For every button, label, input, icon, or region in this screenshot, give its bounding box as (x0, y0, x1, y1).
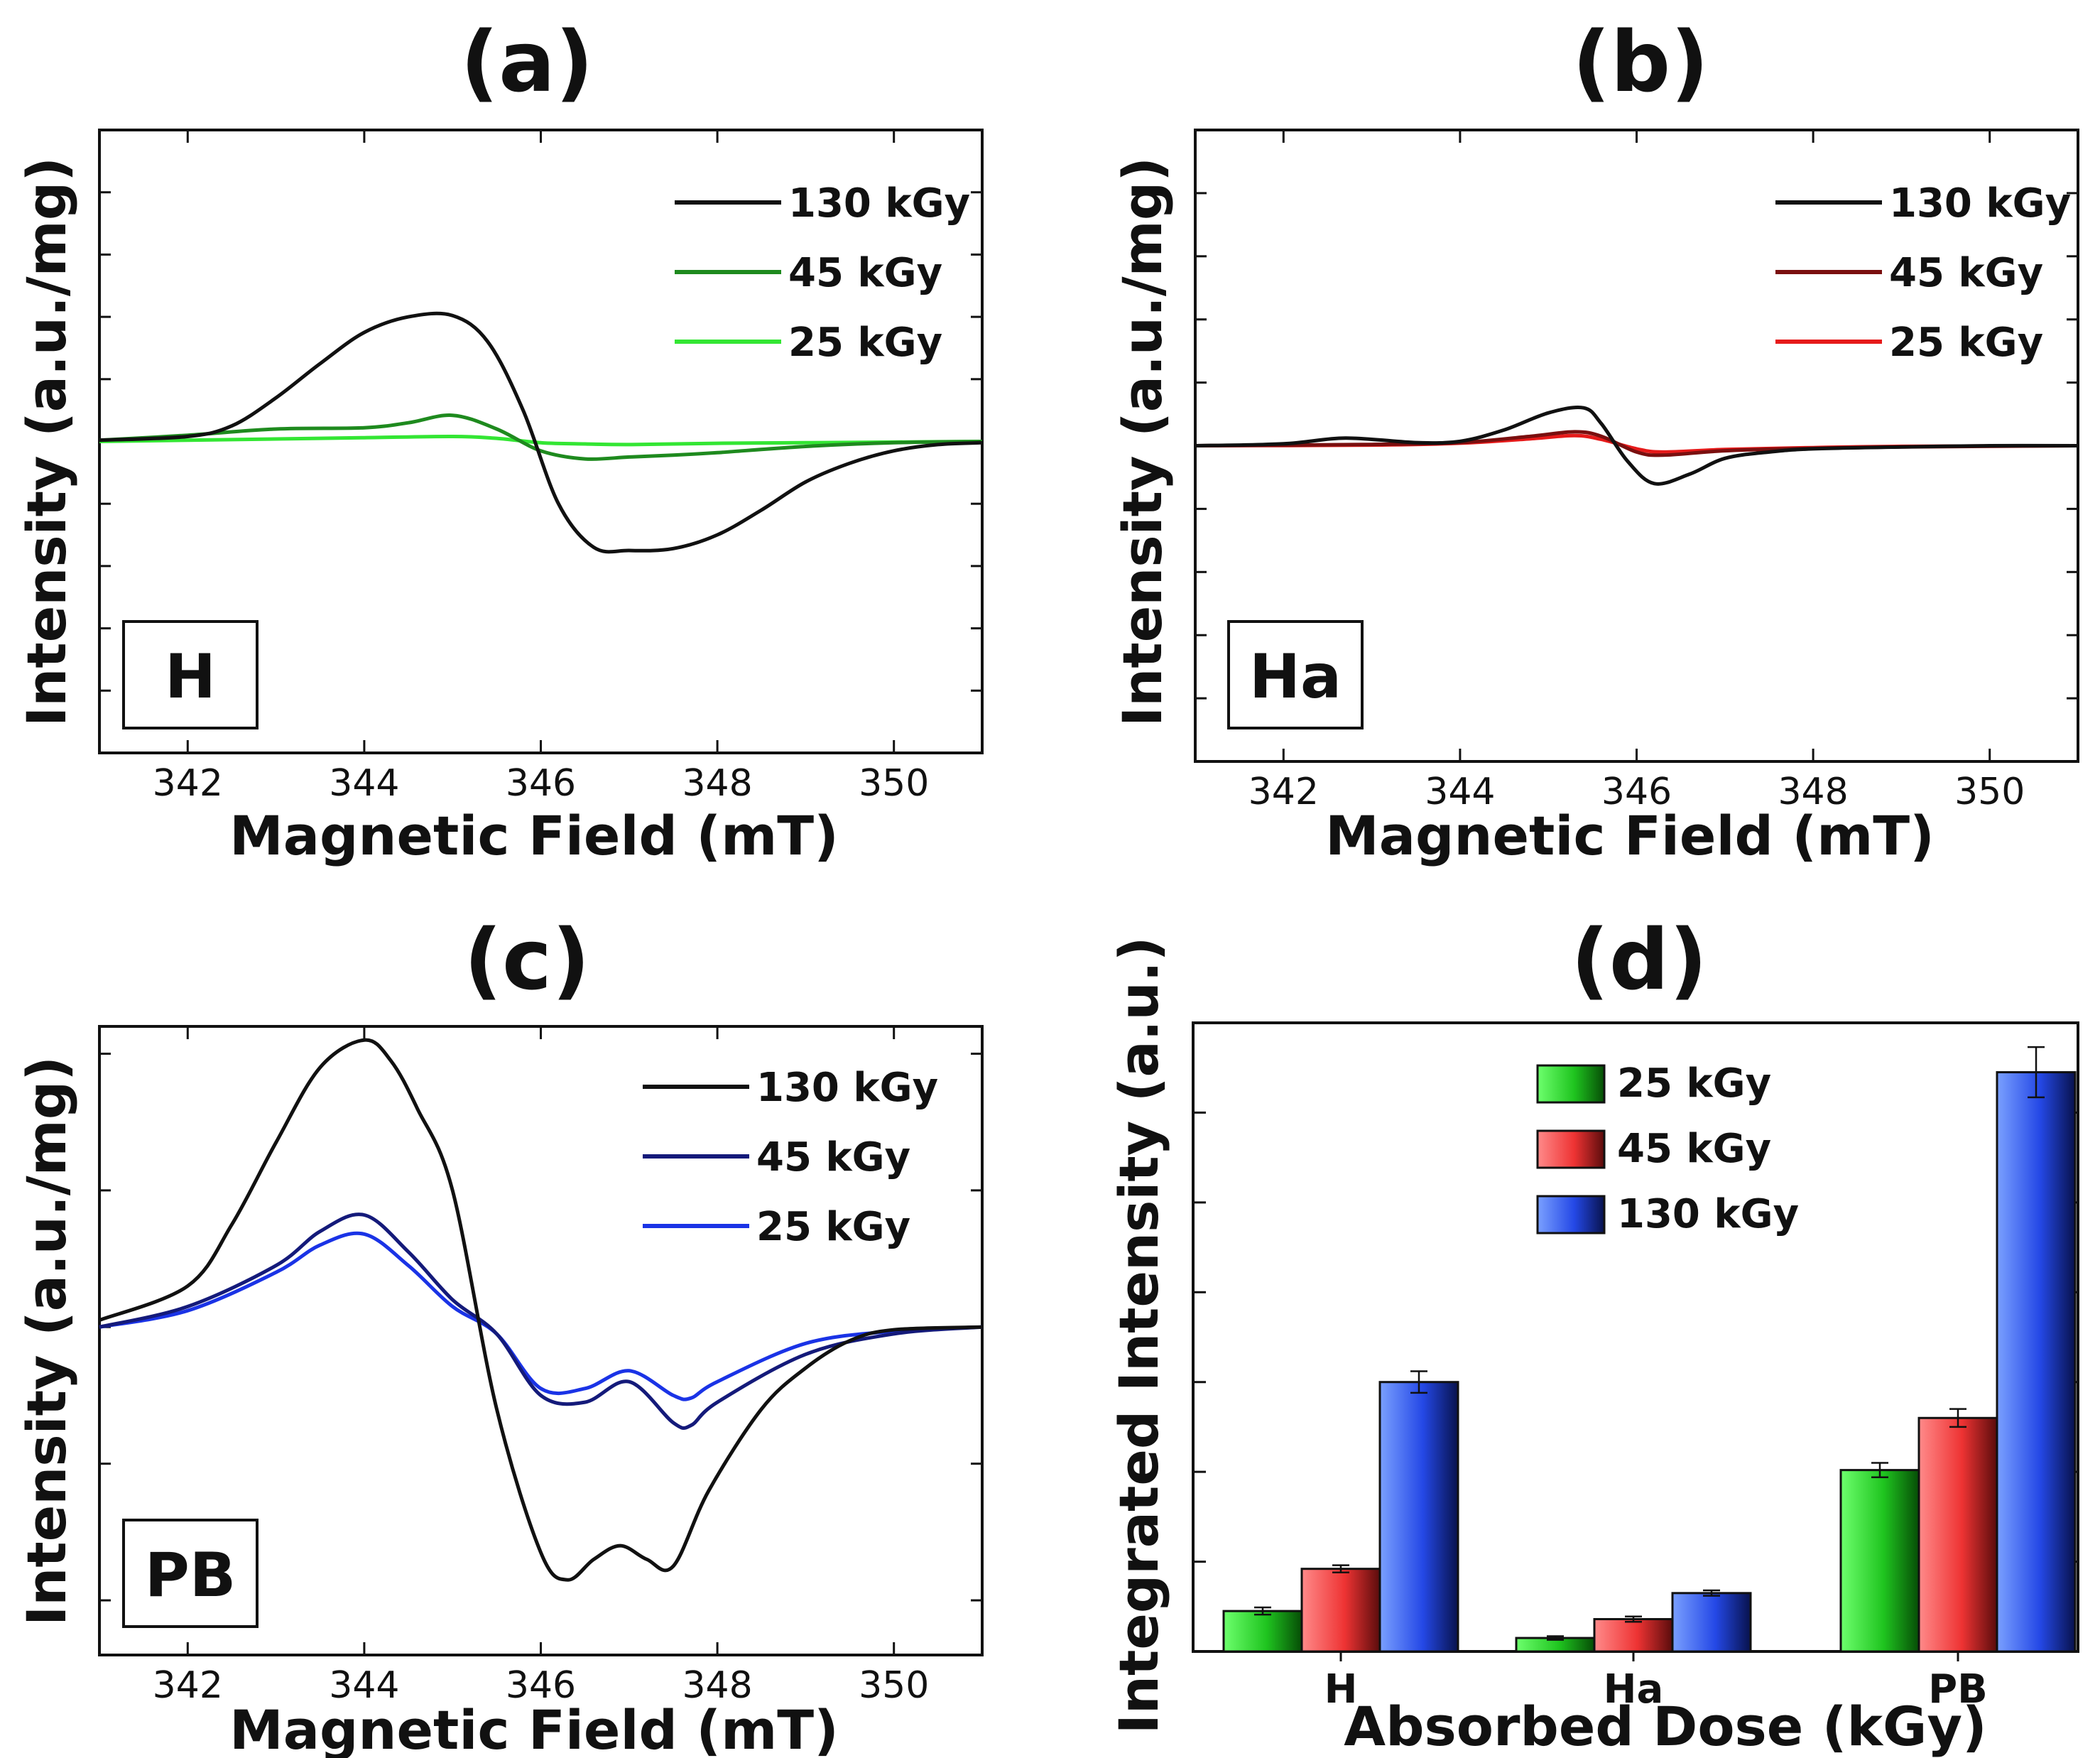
panel-d-legend-swatch-130-kgy (1536, 1195, 1606, 1235)
panel-c-line-25-kgy (99, 1231, 983, 1401)
panel-b-x-tick-label: 348 (1778, 771, 1848, 813)
panel-d-letter: (d) (1571, 911, 1707, 1009)
panel-d-bar-pb-130-kgy (1996, 1071, 2077, 1653)
panel-a-x-tick-label: 348 (682, 762, 752, 805)
panel-c-legend: 130 kGy 45 kGy 25 kGy (643, 1065, 938, 1250)
panel-a-lines (99, 311, 983, 554)
panel-b-line-45-kgy (1195, 430, 2079, 457)
panel-c-x-tick-label: 350 (859, 1664, 929, 1707)
panel-d-category-labels: H Ha PB (1324, 1651, 1988, 1713)
panel-b-lines (1195, 405, 2079, 486)
panel-a-line-25-kgy (99, 434, 983, 447)
panel-a-y-ticks (99, 191, 982, 692)
panel-d-bars (1222, 1046, 2077, 1653)
panel-a-legend-label-25-kgy: 25 kGy (788, 320, 942, 366)
panel-d-legend-swatch-25-kgy (1536, 1064, 1606, 1104)
panel-a-x-tick-label: 346 (506, 762, 576, 805)
panel-a-x-tick-label: 350 (859, 762, 929, 805)
panel-b-legend-label-130-kgy: 130 kGy (1889, 180, 2071, 227)
panel-a-line-130-kgy (99, 311, 983, 554)
panel-d-legend-label-25-kgy: 25 kGy (1617, 1060, 1771, 1107)
panel-c-x-tick-label: 346 (506, 1664, 576, 1707)
panel-c-x-tick-label: 344 (329, 1664, 399, 1707)
panel-c-letter: (c) (464, 911, 590, 1009)
panel-a-letter: (a) (460, 13, 594, 111)
panel-a-x-axis-title: Magnetic Field (mT) (229, 804, 839, 867)
panel-a-x-ticks: 342 344 346 348 350 (153, 130, 929, 805)
panel-b-legend-label-25-kgy: 25 kGy (1889, 320, 2043, 366)
panel-a-legend-label-130-kgy: 130 kGy (788, 180, 970, 227)
panel-a-legend: 130 kGy 45 kGy 25 kGy (675, 180, 970, 366)
panel-c-x-axis-title: Magnetic Field (mT) (229, 1698, 839, 1758)
panel-d-y-axis-title: Integrated Intensity (a.u.) (1107, 937, 1170, 1735)
panel-d-bar-pb-25-kgy (1839, 1469, 1920, 1653)
panel-d-bar-pb-45-kgy (1917, 1416, 1998, 1653)
panel-b-x-tick-label: 350 (1954, 771, 2025, 813)
panel-d-bar-h-25-kgy (1222, 1610, 1303, 1653)
panel-b-sample-box (1227, 620, 1364, 729)
panel-c-lines (99, 1038, 983, 1582)
panel-c-sample-box (122, 1519, 259, 1628)
panel-c-x-ticks: 342 344 346 348 350 (153, 1026, 929, 1707)
panel-b-x-ticks: 342 344 346 348 350 (1248, 130, 2025, 813)
panel-d-legend-label-130-kgy: 130 kGy (1617, 1191, 1799, 1237)
panel-d: (d) H Ha PB 25 kGy 45 kGy 130 kGy Absorbed D… (1107, 911, 2079, 1758)
panel-c-line-130-kgy (99, 1038, 983, 1582)
panel-c-legend-label-25-kgy: 25 kGy (756, 1204, 910, 1250)
panel-a-sample-box (122, 620, 259, 729)
panel-b-line-130-kgy (1195, 405, 2079, 486)
panel-c-line-45-kgy (99, 1212, 983, 1431)
panel-d-category-label-pb: PB (1928, 1666, 1988, 1713)
panel-d-bar-h-130-kgy (1378, 1381, 1459, 1653)
panel-d-bar-h-45-kgy (1300, 1568, 1381, 1653)
panel-a-legend-label-45-kgy: 45 kGy (788, 250, 942, 296)
panel-b-legend-label-45-kgy: 45 kGy (1889, 250, 2043, 296)
panel-d-bar-ha-130-kgy (1671, 1592, 1752, 1653)
panel-d-x-axis-title: Absorbed Dose (kGy) (1344, 1695, 1986, 1758)
panel-a-x-tick-label: 344 (329, 762, 399, 805)
panel-b-sample-label: Ha (1249, 641, 1342, 712)
panel-b-legend: 130 kGy 45 kGy 25 kGy (1775, 180, 2071, 366)
panel-b-letter: (b) (1572, 13, 1709, 111)
panel-b-x-axis-title: Magnetic Field (mT) (1325, 804, 1935, 867)
panel-d-legend-swatch-45-kgy (1536, 1129, 1606, 1169)
panel-c-x-tick-label: 342 (153, 1664, 223, 1707)
panel-b-x-tick-label: 344 (1425, 771, 1495, 813)
panel-b-x-tick-label: 342 (1248, 771, 1319, 813)
panel-c-legend-label-130-kgy: 130 kGy (756, 1065, 938, 1111)
panel-d-bar-ha-45-kgy (1593, 1617, 1674, 1653)
panel-b-x-tick-label: 346 (1601, 771, 1672, 813)
panel-b-y-axis-title: Intensity (a.u./mg) (1111, 157, 1174, 727)
panel-a-x-tick-label: 342 (153, 762, 223, 805)
panel-c-x-tick-label: 348 (682, 1664, 752, 1707)
panel-d-category-label-ha: Ha (1604, 1666, 1664, 1713)
panel-c-y-axis-title: Intensity (a.u./mg) (15, 1056, 78, 1626)
panel-a-sample-label: H (165, 641, 216, 712)
panel-c-legend-label-45-kgy: 45 kGy (756, 1134, 910, 1181)
panel-a-y-axis-title: Intensity (a.u./mg) (15, 157, 78, 727)
panel-d-legend: 25 kGy 45 kGy 130 kGy (1536, 1060, 1799, 1237)
panel-d-legend-label-45-kgy: 45 kGy (1617, 1126, 1771, 1172)
panel-c-sample-label: PB (145, 1540, 236, 1611)
panel-a-line-45-kgy (99, 413, 983, 461)
panel-d-category-label-h: H (1324, 1666, 1358, 1713)
